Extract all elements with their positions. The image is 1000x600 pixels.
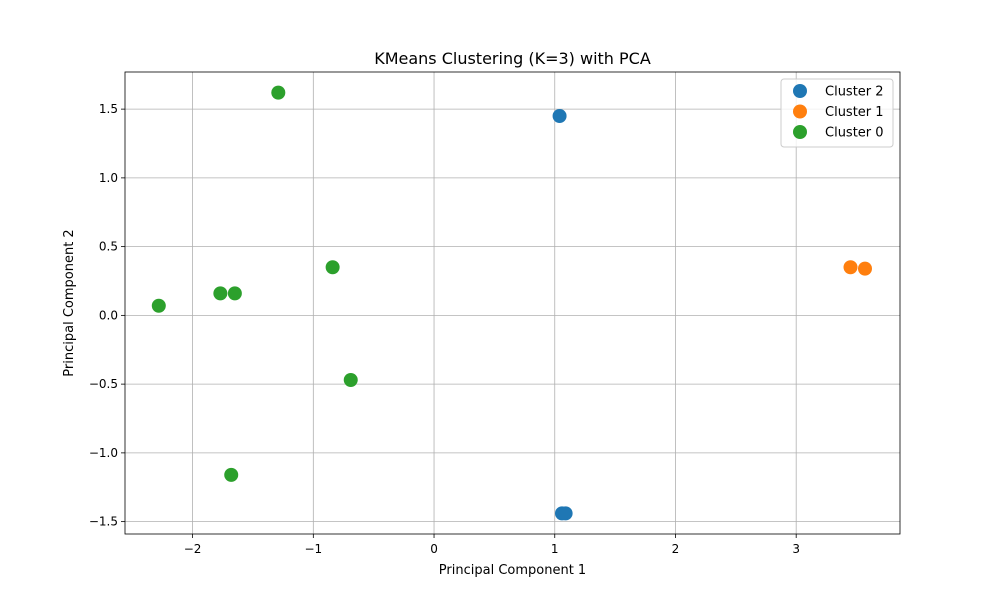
legend-box bbox=[780, 78, 894, 148]
legend-marker bbox=[793, 125, 807, 139]
x-tick-label: 1 bbox=[551, 542, 559, 556]
data-point bbox=[271, 85, 286, 100]
x-axis-ticks: −2 −1 0 1 2 3 bbox=[184, 534, 800, 556]
y-tick-label: −0.5 bbox=[89, 377, 118, 391]
y-tick-label: 0.0 bbox=[99, 308, 118, 322]
y-tick-label: 1.0 bbox=[99, 171, 118, 185]
y-tick-label: −1.5 bbox=[89, 515, 118, 529]
legend-label: Cluster 1 bbox=[825, 105, 884, 120]
data-point bbox=[552, 109, 567, 123]
data-point bbox=[843, 260, 858, 275]
x-axis-label: Principal Component 1 bbox=[439, 563, 586, 578]
y-tick-label: 0.5 bbox=[99, 240, 118, 254]
y-axis-label: Principal Component 2 bbox=[62, 229, 77, 376]
legend-label: Cluster 2 bbox=[825, 85, 884, 100]
x-tick-label: 2 bbox=[672, 542, 680, 556]
plot-frame bbox=[124, 71, 901, 535]
legend-label: Cluster 0 bbox=[825, 126, 884, 141]
data-point bbox=[325, 260, 340, 275]
x-tick-label: −2 bbox=[184, 542, 202, 556]
x-tick-label: 3 bbox=[792, 542, 800, 556]
data-point bbox=[558, 506, 573, 521]
data-point bbox=[224, 467, 239, 482]
legend-marker bbox=[793, 84, 807, 98]
legend: Cluster 2 Cluster 1 Cluster 0 bbox=[780, 78, 894, 148]
grid-lines bbox=[125, 72, 900, 534]
y-tick-label: −1.0 bbox=[89, 446, 118, 460]
data-point bbox=[857, 261, 872, 276]
data-point bbox=[213, 286, 228, 301]
data-point bbox=[151, 298, 166, 313]
chart-title: KMeans Clustering (K=3) with PCA bbox=[374, 49, 651, 68]
data-points bbox=[151, 85, 872, 521]
y-axis-ticks: −1.5 −1.0 −0.5 0.0 0.5 1.0 1.5 bbox=[89, 102, 125, 529]
x-tick-label: 0 bbox=[430, 542, 438, 556]
y-tick-label: 1.5 bbox=[99, 102, 118, 116]
data-point bbox=[227, 286, 242, 301]
x-tick-label: −1 bbox=[304, 542, 322, 556]
data-point bbox=[343, 373, 358, 387]
legend-marker bbox=[793, 104, 807, 119]
